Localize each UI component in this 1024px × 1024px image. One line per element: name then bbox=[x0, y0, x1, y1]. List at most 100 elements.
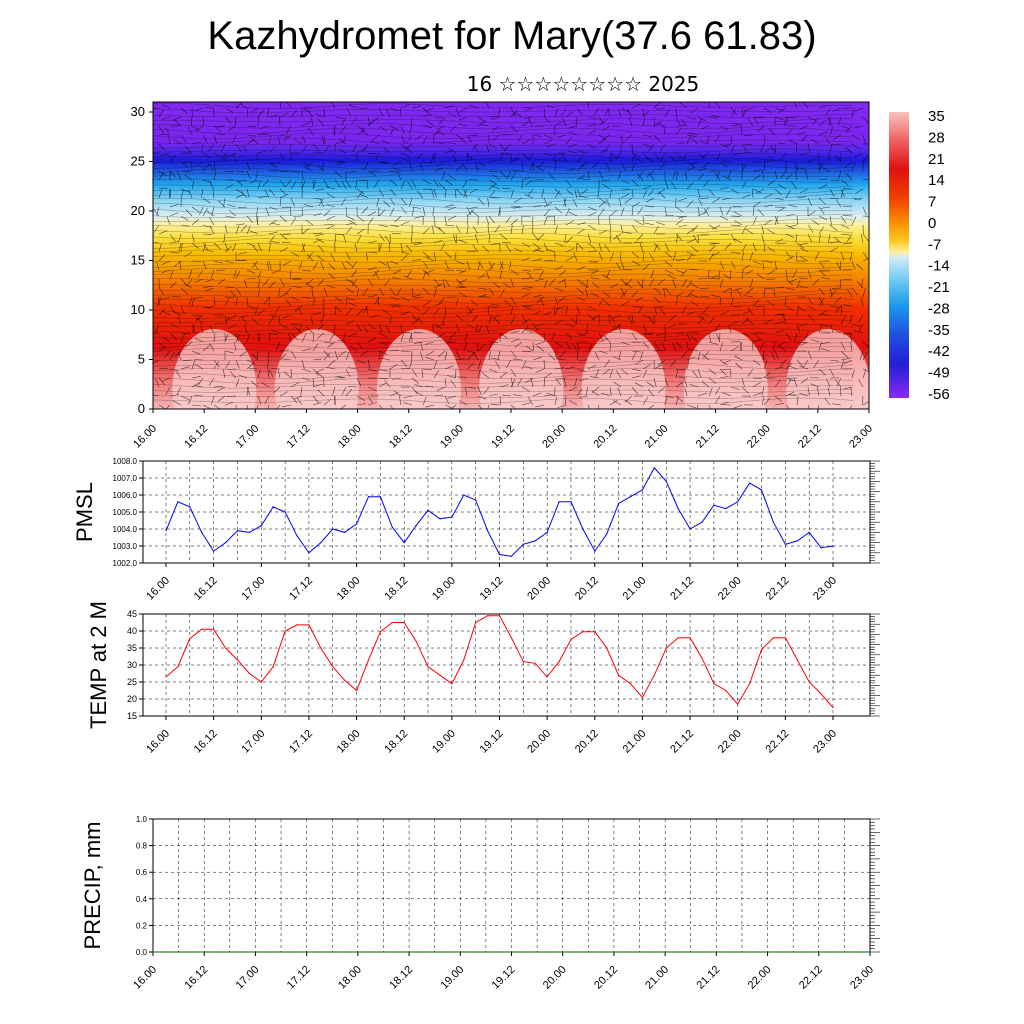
wind-barb bbox=[334, 179, 341, 188]
wind-barb bbox=[796, 306, 800, 316]
wind-barb bbox=[763, 219, 772, 226]
wind-barb bbox=[208, 377, 215, 386]
precip-point bbox=[408, 951, 410, 953]
wind-barb bbox=[320, 261, 325, 271]
contour-line bbox=[153, 238, 853, 245]
wind-barb bbox=[858, 314, 864, 323]
wind-barb bbox=[202, 305, 212, 309]
wind-barb bbox=[631, 103, 641, 109]
temp-point bbox=[546, 676, 548, 678]
wind-barb bbox=[279, 112, 289, 118]
wind-barb bbox=[686, 182, 694, 190]
temp-point bbox=[177, 666, 179, 668]
wind-barb bbox=[513, 197, 523, 203]
wind-barb bbox=[653, 116, 656, 126]
wind-barb bbox=[246, 404, 249, 409]
wind-barb bbox=[774, 379, 781, 388]
colorbar-label: -21 bbox=[928, 279, 950, 296]
wind-barb bbox=[444, 365, 454, 370]
wind-barb bbox=[722, 359, 732, 364]
wind-barb bbox=[239, 350, 248, 357]
wind-barb bbox=[153, 224, 160, 233]
wind-barb bbox=[301, 206, 303, 217]
wind-barb bbox=[422, 251, 430, 259]
wind-barb bbox=[338, 350, 347, 357]
wind-barb bbox=[455, 224, 461, 234]
wind-barb bbox=[703, 179, 710, 188]
wind-barb bbox=[438, 182, 446, 190]
wind-barb bbox=[659, 161, 666, 170]
wind-barb bbox=[663, 126, 666, 136]
wind-barb bbox=[856, 281, 864, 289]
colorbar-label: -56 bbox=[928, 386, 950, 403]
wind-barb bbox=[799, 323, 809, 327]
precip-ytick-label: 0.8 bbox=[136, 842, 148, 851]
wind-barb bbox=[422, 308, 430, 316]
wind-barb bbox=[440, 242, 446, 252]
temp-point bbox=[367, 659, 370, 661]
precip-ytick-label: 0.4 bbox=[136, 895, 148, 904]
wind-barb bbox=[620, 224, 624, 234]
wind-barb bbox=[415, 134, 424, 140]
precip-point bbox=[728, 951, 730, 953]
wind-barb bbox=[752, 332, 761, 340]
wind-barb bbox=[554, 108, 558, 118]
wind-barb bbox=[609, 189, 612, 199]
contour-line bbox=[153, 162, 854, 170]
wind-barb bbox=[257, 180, 262, 190]
wind-barb bbox=[860, 234, 864, 244]
wind-barb bbox=[727, 170, 732, 180]
wind-barb bbox=[760, 143, 765, 153]
wind-barb bbox=[817, 404, 820, 409]
wind-barb bbox=[349, 345, 358, 352]
wind-barb bbox=[312, 395, 319, 404]
pmsl-point bbox=[689, 528, 691, 530]
wind-barb bbox=[821, 348, 831, 352]
wind-barb bbox=[585, 323, 589, 333]
wind-barb bbox=[433, 288, 437, 298]
wind-barb bbox=[777, 341, 787, 347]
wind-barb bbox=[323, 352, 331, 361]
temp-xtick-label: 16.00 bbox=[144, 728, 172, 756]
wind-barb bbox=[180, 215, 189, 222]
wind-barb bbox=[499, 153, 503, 163]
wind-barb bbox=[722, 160, 732, 163]
wind-barb bbox=[554, 287, 564, 292]
wind-barb bbox=[191, 125, 200, 131]
wind-barb bbox=[306, 326, 314, 334]
pmsl-point bbox=[546, 531, 548, 534]
pmsl-point bbox=[498, 553, 501, 556]
wind-barb bbox=[563, 198, 567, 208]
wind-barb bbox=[510, 378, 516, 388]
wind-barb bbox=[701, 353, 710, 361]
wind-barb bbox=[537, 161, 545, 169]
wind-barb bbox=[807, 224, 814, 233]
wind-barb bbox=[749, 251, 754, 261]
wind-barb bbox=[708, 102, 710, 109]
pmsl-xtick-label: 21.12 bbox=[668, 575, 696, 603]
wind-barb bbox=[414, 296, 424, 299]
pmsl-ytick-label: 1008.0 bbox=[113, 457, 138, 466]
precip-xtick-label: 19.12 bbox=[490, 964, 518, 992]
temp-xtick-label: 16.12 bbox=[192, 728, 220, 756]
pmsl-xtick-label: 18.00 bbox=[335, 575, 363, 603]
pmsl-xtick-label: 20.12 bbox=[573, 575, 601, 603]
wind-barb bbox=[209, 225, 215, 235]
wind-barb bbox=[409, 359, 413, 369]
wind-barb bbox=[411, 106, 421, 109]
wind-barb bbox=[818, 162, 823, 172]
wind-barb bbox=[828, 153, 831, 163]
wind-barb bbox=[283, 260, 292, 266]
wind-barb bbox=[785, 377, 795, 382]
wind-barb bbox=[543, 372, 552, 379]
wind-barb bbox=[317, 278, 325, 286]
wind-barb bbox=[400, 134, 406, 144]
wind-barb bbox=[400, 311, 410, 316]
wind-barb bbox=[543, 279, 548, 289]
wind-barb bbox=[598, 170, 604, 180]
wind-barb bbox=[389, 315, 393, 325]
wind-barb bbox=[682, 152, 688, 162]
heatmap-xtick-label: 20.12 bbox=[591, 423, 619, 451]
wind-barb bbox=[635, 296, 644, 303]
wind-barb bbox=[699, 197, 710, 199]
